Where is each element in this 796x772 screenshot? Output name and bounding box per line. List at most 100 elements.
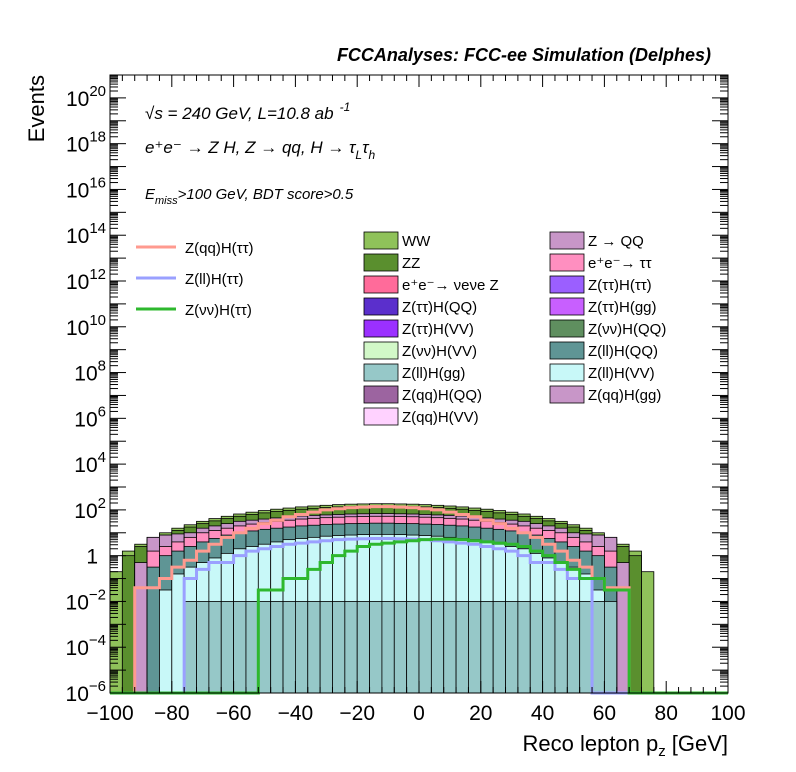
legend-fill-swatch (363, 253, 399, 272)
histogram-bars (109, 503, 655, 694)
legend-fill-label: Z(ll)H(QQ) (588, 343, 658, 360)
y-tick-base: 10 (66, 179, 89, 202)
y-tick-base: 10 (74, 408, 97, 431)
x-axis-label-unit: [GeV] (672, 731, 728, 756)
legend-fill-label: Z(ll)H(VV) (588, 365, 655, 382)
bar-z-ll-h-gg--13 (270, 601, 284, 694)
line-z-qq-h- (110, 505, 728, 695)
y-tick-base: 10 (66, 683, 89, 706)
annotation-cut-sub: miss (155, 195, 178, 207)
annotation-process-sub1: L (355, 148, 362, 162)
x-axis-label: Reco lepton pz [GeV] (522, 731, 728, 760)
x-axis-label-main: Reco lepton p (522, 731, 658, 756)
legend-fill-label: Z(ll)H(gg) (402, 365, 465, 382)
bar-z-ll-h-gg--20 (356, 601, 370, 694)
bar-z-ll-h-gg--39 (591, 601, 605, 694)
bar-z-ll-h-gg--26 (430, 601, 445, 694)
bar-z-ll-h-gg--37 (566, 601, 581, 694)
bar-z-ll-h-gg--24 (406, 601, 420, 694)
y-tick-exponent: 16 (89, 174, 106, 191)
bar-z-qq-41 (616, 562, 630, 694)
x-tick-label: 20 (469, 702, 492, 725)
legend-fill-swatch (363, 297, 399, 316)
bar-z-ll-h-gg--31 (492, 601, 506, 694)
annotation-cut: Emiss>100 GeV, BDT score>0.5 (145, 186, 354, 207)
y-tick-exponent: 10 (89, 312, 106, 329)
legend-fill-swatch (549, 341, 585, 360)
bar-z-ll-h-gg--25 (418, 601, 432, 694)
annotation-energy-text: √s = 240 GeV, L=10.8 ab (145, 104, 334, 123)
y-tick-base: 10 (74, 363, 97, 386)
legend-fill-swatch (549, 385, 585, 404)
legend-fill-swatch (363, 341, 399, 360)
legend-line-label: Z(qq)H(ττ) (185, 240, 254, 257)
legend-fill-label: Z(ττ)H(ττ) (588, 277, 652, 294)
y-tick-exponent: 12 (89, 266, 106, 283)
bar-z-ll-h-gg--21 (369, 601, 383, 694)
bar-z-qq-2 (134, 562, 148, 694)
annotation-process-tau2: τ (362, 138, 370, 157)
signal-lines (110, 505, 728, 695)
bar-z-ll-h-gg--29 (468, 601, 482, 694)
legend-fill-label: Z(ττ)H(QQ) (402, 299, 477, 316)
bar-z-ll-h-gg--35 (542, 601, 556, 694)
y-tick-exponent: 20 (89, 83, 106, 100)
bar-z-ll-h-gg--18 (332, 601, 346, 694)
bar-z-ll-h-gg--27 (443, 601, 457, 694)
legend-fill-swatch (549, 363, 585, 382)
y-tick-label: 1 (86, 546, 98, 569)
bar-ww-43 (641, 571, 655, 694)
bar-z-ll-h-gg--12 (257, 601, 272, 694)
bar-z-ll-h-gg--6 (183, 601, 197, 694)
legend-fill-swatch (363, 319, 399, 338)
y-tick-base: 10 (66, 591, 89, 614)
y-tick-base: 10 (66, 225, 89, 248)
y-tick-base: 10 (74, 454, 97, 477)
annotation-process-sub2: h (368, 148, 375, 162)
y-tick-exponent: 14 (89, 220, 106, 237)
y-tick-label: 10−2 (66, 586, 106, 614)
bar-z-ll-h-vv--4 (159, 589, 173, 694)
legend-fill-swatch (549, 275, 585, 294)
y-tick-exponent: −4 (89, 632, 106, 649)
annotation-process: e⁺e⁻ → Z H, Z → qq, H → τLτh (145, 138, 375, 162)
annotation-process-text: e⁺e⁻ → Z H, Z → qq, H → τ (145, 138, 357, 157)
legend-fill-label: Z(ττ)H(gg) (588, 299, 657, 316)
y-tick-exponent: 8 (98, 358, 106, 375)
legend-fill-label: Z(νν)H(QQ) (588, 321, 666, 338)
x-tick-label: 100 (710, 702, 745, 725)
legend-fill-swatch (363, 385, 399, 404)
x-tick-label: −20 (339, 702, 375, 725)
bar-z-ll-h-gg--34 (529, 601, 543, 694)
bar-z-ll-h-gg--15 (294, 601, 309, 694)
y-tick-exponent: 2 (98, 495, 106, 512)
y-axis-label: Events (24, 75, 49, 142)
bar-z-ll-h-gg--9 (220, 601, 235, 694)
bar-z-ll-h-gg--16 (307, 601, 321, 694)
annotation-cut-text: >100 GeV, BDT score>0.5 (178, 186, 354, 203)
y-tick-base: 10 (66, 134, 89, 157)
y-tick-exponent: 4 (98, 449, 106, 466)
bar-z-ll-h-gg--11 (245, 601, 259, 694)
y-tick-base: 10 (66, 317, 89, 340)
x-tick-label: −100 (86, 702, 133, 725)
legend-fill-swatch (363, 363, 399, 382)
y-tick-label: 1018 (66, 129, 106, 157)
bar-z-ll-h-gg--40 (604, 601, 618, 694)
y-tick-exponent: 6 (98, 403, 106, 420)
bar-z-ll-h-gg--7 (196, 601, 210, 694)
x-tick-label: −60 (216, 702, 252, 725)
y-tick-label: 106 (74, 403, 106, 431)
bar-z-ll-h-gg--14 (282, 601, 296, 694)
legend-fill-swatch (363, 407, 399, 426)
legend-fill-swatch (549, 231, 585, 250)
legend-fill-swatch (549, 253, 585, 272)
y-tick-label: 1020 (66, 83, 106, 111)
legend-fill-label: Z(qq)H(gg) (588, 387, 661, 404)
annotation-cut-prefix: E (145, 186, 156, 203)
bar-z-ll-h-gg--33 (517, 601, 531, 694)
chart-title: FCCAnalyses: FCC-ee Simulation (Delphes) (337, 45, 711, 65)
y-tick-exponent: 18 (89, 129, 106, 146)
legend-fill-label: WW (402, 233, 431, 250)
